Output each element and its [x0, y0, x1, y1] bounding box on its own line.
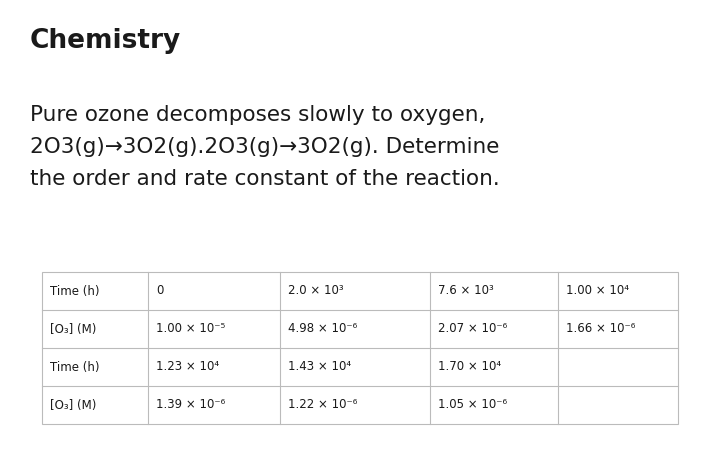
- Text: Pure ozone decomposes slowly to oxygen,: Pure ozone decomposes slowly to oxygen,: [30, 105, 485, 125]
- Text: 2O3(g)→3O2(g).2O3(g)→3O2(g). Determine: 2O3(g)→3O2(g).2O3(g)→3O2(g). Determine: [30, 137, 500, 157]
- Text: the order and rate constant of the reaction.: the order and rate constant of the react…: [30, 169, 500, 189]
- Text: Time (h): Time (h): [50, 361, 99, 373]
- Text: [O₃] (M): [O₃] (M): [50, 322, 96, 336]
- Bar: [42, 272, 678, 424]
- Text: 1.43 × 10⁴: 1.43 × 10⁴: [288, 361, 351, 373]
- Text: 2.0 × 10³: 2.0 × 10³: [288, 285, 343, 297]
- Text: 1.66 × 10⁻⁶: 1.66 × 10⁻⁶: [566, 322, 635, 336]
- Text: 1.05 × 10⁻⁶: 1.05 × 10⁻⁶: [438, 398, 507, 412]
- Text: 0: 0: [156, 285, 163, 297]
- Text: 4.98 × 10⁻⁶: 4.98 × 10⁻⁶: [288, 322, 357, 336]
- Text: 1.00 × 10⁴: 1.00 × 10⁴: [566, 285, 629, 297]
- Text: 1.23 × 10⁴: 1.23 × 10⁴: [156, 361, 219, 373]
- Text: Time (h): Time (h): [50, 285, 99, 297]
- Text: 1.00 × 10⁻⁵: 1.00 × 10⁻⁵: [156, 322, 225, 336]
- Text: 7.6 × 10³: 7.6 × 10³: [438, 285, 494, 297]
- Text: [O₃] (M): [O₃] (M): [50, 398, 96, 412]
- Text: 1.39 × 10⁻⁶: 1.39 × 10⁻⁶: [156, 398, 225, 412]
- Text: Chemistry: Chemistry: [30, 28, 181, 54]
- Text: 1.22 × 10⁻⁶: 1.22 × 10⁻⁶: [288, 398, 357, 412]
- Text: 1.70 × 10⁴: 1.70 × 10⁴: [438, 361, 501, 373]
- Text: 2.07 × 10⁻⁶: 2.07 × 10⁻⁶: [438, 322, 508, 336]
